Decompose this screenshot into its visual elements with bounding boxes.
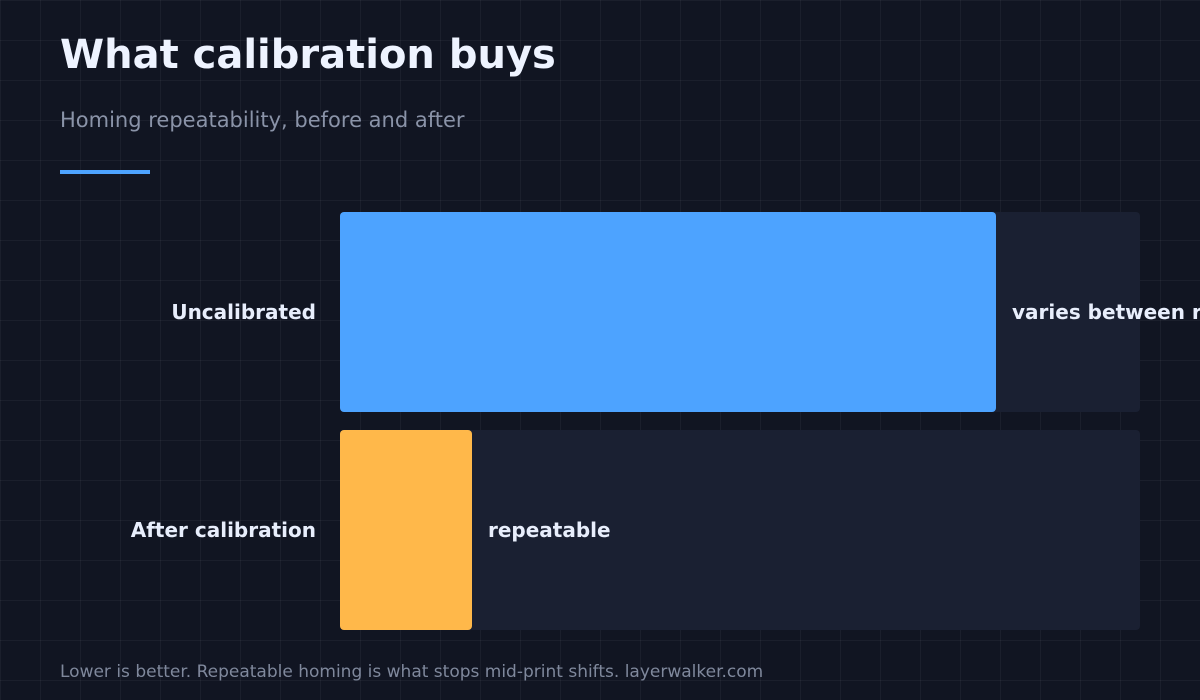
value-label-uncalibrated: varies between runs xyxy=(1012,300,1200,324)
bar-uncalibrated xyxy=(340,212,996,412)
bar-after-calibration xyxy=(340,430,472,630)
chart-footnote: Lower is better. Repeatable homing is wh… xyxy=(60,662,764,682)
chart-subtitle: Homing repeatability, before and after xyxy=(60,108,465,132)
title-accent-rule xyxy=(60,170,150,174)
value-label-after-calibration: repeatable xyxy=(488,518,611,542)
category-label-uncalibrated: Uncalibrated xyxy=(171,300,316,324)
chart-title: What calibration buys xyxy=(60,32,556,78)
bar-track-after-calibration xyxy=(340,430,1140,630)
category-label-after-calibration: After calibration xyxy=(131,518,316,542)
